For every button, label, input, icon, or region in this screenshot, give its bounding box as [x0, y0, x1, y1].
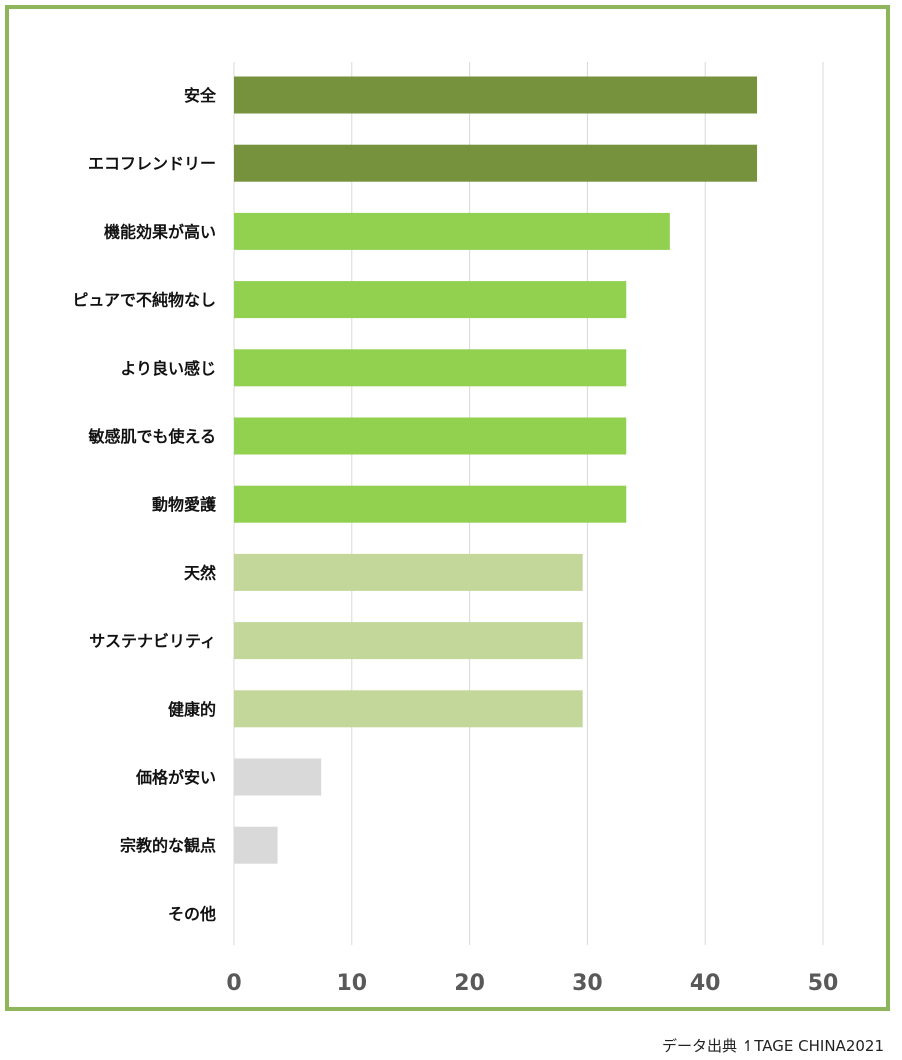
bar-6: [234, 485, 627, 523]
category-label-0: 安全: [184, 86, 217, 105]
tick-label-20: 20: [454, 971, 485, 996]
category-label-9: 健康的: [168, 700, 216, 719]
bars: [234, 76, 758, 864]
tick-label-10: 10: [336, 971, 367, 996]
category-label-11: 宗教的な観点: [120, 836, 216, 855]
category-label-1: エコフレンドリー: [88, 154, 216, 173]
bar-11: [234, 826, 278, 864]
category-label-10: 価格が安い: [135, 768, 216, 787]
bar-3: [234, 281, 627, 319]
category-label-12: その他: [168, 904, 216, 923]
bar-8: [234, 622, 583, 660]
bar-0: [234, 76, 758, 114]
x-axis-tick-labels: 0 10 20 30 40 50: [226, 971, 838, 996]
category-label-7: 天然: [184, 563, 216, 582]
bar-5: [234, 417, 627, 455]
category-label-4: より良い感じ: [120, 359, 216, 378]
category-label-2: 機能効果が高い: [104, 222, 216, 241]
gridlines: [233, 62, 824, 945]
category-label-8: サステナビリティ: [89, 632, 216, 651]
category-labels: 安全エコフレンドリー機能効果が高いピュアで不純物なしより良い感じ敏感肌でも使える…: [72, 86, 217, 923]
bar-1: [234, 144, 758, 182]
bar-2: [234, 212, 670, 250]
bar-9: [234, 690, 583, 728]
category-label-3: ピュアで不純物なし: [72, 291, 216, 310]
data-source-note: データ出典 ↿TAGE CHINA2021: [661, 1037, 884, 1055]
bar-10: [234, 758, 322, 796]
tick-label-0: 0: [226, 971, 241, 996]
category-label-5: 敏感肌でも使える: [87, 427, 216, 446]
tick-label-50: 50: [808, 971, 839, 996]
category-label-6: 動物愛護: [152, 495, 217, 514]
tick-label-30: 30: [572, 971, 603, 996]
tick-label-40: 40: [690, 971, 721, 996]
bar-7: [234, 553, 583, 591]
bar-4: [234, 349, 627, 387]
